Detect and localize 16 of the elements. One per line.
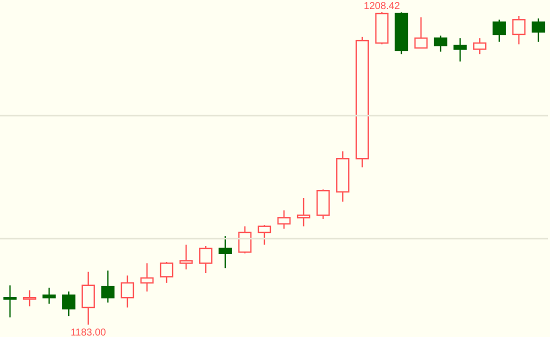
candlestick [82,271,95,326]
candlestick [356,36,369,168]
candlestick [179,244,193,270]
candlestick [512,15,526,45]
candlestick [3,284,17,318]
annotation: 1183.00 [70,328,106,337]
candlestick [453,37,467,62]
candlestick [42,287,56,304]
candlestick [218,235,232,269]
candlestick [101,270,115,304]
candlestick [199,245,212,274]
candlestick [62,290,76,317]
candlestick [336,150,350,202]
annotation: 1208.42 [364,1,400,12]
candlestick [492,19,506,42]
candlestick [473,37,486,55]
